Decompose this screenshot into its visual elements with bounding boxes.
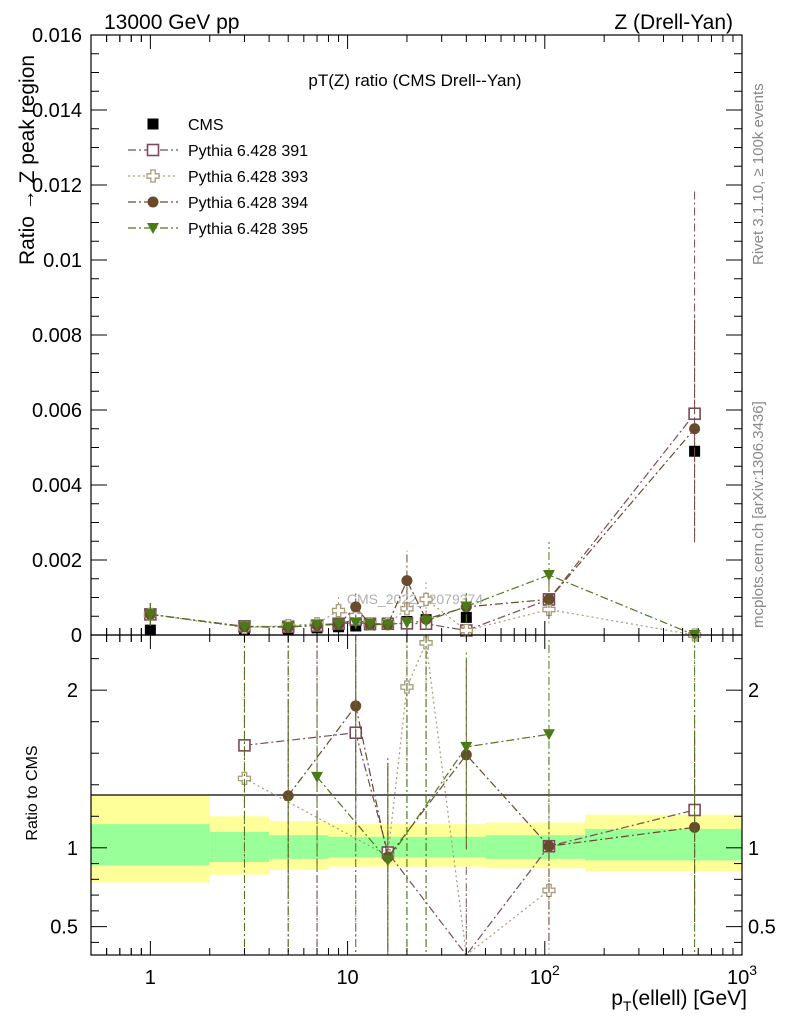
legend-marker: [147, 118, 159, 130]
data-point: [400, 617, 413, 629]
main-axis-ticks: [90, 34, 742, 636]
inner-band-segment: [209, 832, 270, 862]
data-point: [332, 618, 345, 630]
data-point: [401, 575, 413, 587]
x-tick-base: 10: [530, 967, 552, 989]
ratio-panel: 0.5 0.51 12 2 Ratio to CMS 1 10 102 103 pT(ell…: [24, 634, 776, 1014]
data-point: [311, 619, 324, 631]
ratio-axis-ticks: [90, 635, 742, 955]
ratio-series-line: [244, 732, 695, 956]
x-tick-label: 103: [727, 962, 757, 989]
legend-marker: [146, 143, 160, 157]
data-point: [542, 602, 556, 617]
inner-band-segment: [585, 828, 742, 861]
data-point: [238, 621, 251, 633]
ratio-data-point: [543, 840, 555, 852]
chart-title: pT(Z) ratio (CMS Drell--Yan): [308, 71, 521, 90]
x-tick-label: 10: [336, 967, 358, 989]
legend-label: Pythia 6.428 393: [188, 169, 308, 186]
ratio-series-line: [287, 704, 695, 859]
y-tick-label: 0.012: [32, 175, 82, 197]
data-point: [689, 423, 701, 435]
ratio-y-tick-label-left: 1: [67, 838, 78, 860]
inner-band-segment: [269, 835, 329, 859]
x-axis-title-rest: (ellell) [GeV]: [631, 987, 747, 1010]
data-point: [331, 603, 346, 618]
data-point: [460, 601, 473, 613]
inner-band-segment: [485, 835, 586, 859]
ratio-data-point: [542, 729, 555, 741]
data-point: [420, 616, 433, 628]
ratio-data-point: [381, 855, 394, 867]
main-y-axis-title: Ratio → Z peak region: [16, 55, 39, 265]
y-tick-label: 0.016: [32, 25, 82, 47]
legend-label: Pythia 6.428 391: [188, 143, 308, 160]
ratio-series-layer: [237, 635, 701, 957]
data-point: [381, 619, 394, 631]
x-tick-exponent: 2: [552, 962, 560, 978]
data-point: [364, 618, 377, 630]
y-tick-label: 0.006: [32, 400, 82, 422]
x-tick-labels: 1 10 102 103: [145, 962, 757, 989]
legend: CMS Pythia 6.428 391 Pythia 6.428 393 Pythi…: [128, 117, 308, 238]
x-tick-base: 10: [727, 967, 749, 989]
main-series-layer: [143, 188, 702, 642]
legend-label: Pythia 6.428 394: [188, 195, 308, 212]
y-tick-label: 0.01: [43, 250, 82, 272]
ratio-uncertainty-bands: [91, 795, 742, 883]
y-tick-label: 0: [71, 625, 82, 647]
ratio-data-point: [460, 741, 473, 753]
ratio-y-tick-label-right: 0.5: [748, 917, 776, 939]
y-tick-label: 0.014: [32, 100, 82, 122]
legend-marker: [147, 196, 159, 208]
ratio-series-line: [316, 733, 550, 862]
data-point: [144, 624, 156, 636]
ratio-data-point: [311, 771, 324, 783]
x-axis-title-sub: T: [623, 998, 632, 1014]
x-tick-exponent: 3: [749, 962, 757, 978]
main-panel: 0 0.002 0.004 0.006 0.008 0.01 0.012 0.014 0.016…: [16, 25, 743, 647]
x-tick-label: 102: [530, 962, 560, 989]
ratio-y-tick-label-left: 0.5: [50, 917, 78, 939]
legend-label: CMS: [188, 117, 224, 134]
data-point: [542, 570, 555, 581]
legend-label: Pythia 6.428 395: [188, 221, 308, 238]
data-point: [419, 592, 433, 607]
y-tick-label: 0.004: [32, 475, 82, 497]
inner-band-segment: [406, 836, 486, 858]
analysis-watermark: CMS_2022_I2079374: [347, 591, 483, 607]
ratio-y-tick-labels: 0.5 0.5 1 1 2 2: [50, 680, 776, 938]
mcplots-label: mcplots.cern.ch [arXiv:1306.3436]: [750, 401, 767, 628]
inner-band-segment: [91, 824, 210, 866]
legend-marker: [146, 169, 160, 183]
x-tick-label: 1: [145, 967, 156, 989]
ratio-data-point: [237, 771, 252, 786]
data-point: [459, 623, 473, 638]
main-y-tick-labels: 0 0.002 0.004 0.006 0.008 0.01 0.012 0.014 0.016: [32, 25, 82, 647]
data-point: [349, 617, 362, 629]
process-label: Z (Drell-Yan): [614, 11, 733, 34]
data-point: [543, 593, 555, 605]
ratio-frame: [90, 634, 743, 956]
data-point: [144, 609, 157, 621]
y-tick-label: 0.002: [32, 550, 82, 572]
data-point: [350, 601, 362, 613]
data-point: [282, 622, 295, 634]
x-axis-title-p: p: [611, 987, 623, 1010]
rivet-version-label: Rivet 3.1.10, ≥ 100k events: [750, 83, 767, 265]
ratio-series-line: [244, 640, 550, 957]
legend-marker: [147, 223, 159, 234]
energy-label: 13000 GeV pp: [104, 11, 239, 34]
x-axis-title: pT(ellell) [GeV]: [611, 987, 747, 1014]
ratio-y-tick-label-right: 1: [748, 838, 759, 860]
ratio-y-tick-label-left: 2: [67, 680, 78, 702]
y-tick-label: 0.008: [32, 325, 82, 347]
ratio-y-axis-title: Ratio to CMS: [24, 745, 41, 840]
ratio-y-tick-label-right: 2: [748, 680, 759, 702]
